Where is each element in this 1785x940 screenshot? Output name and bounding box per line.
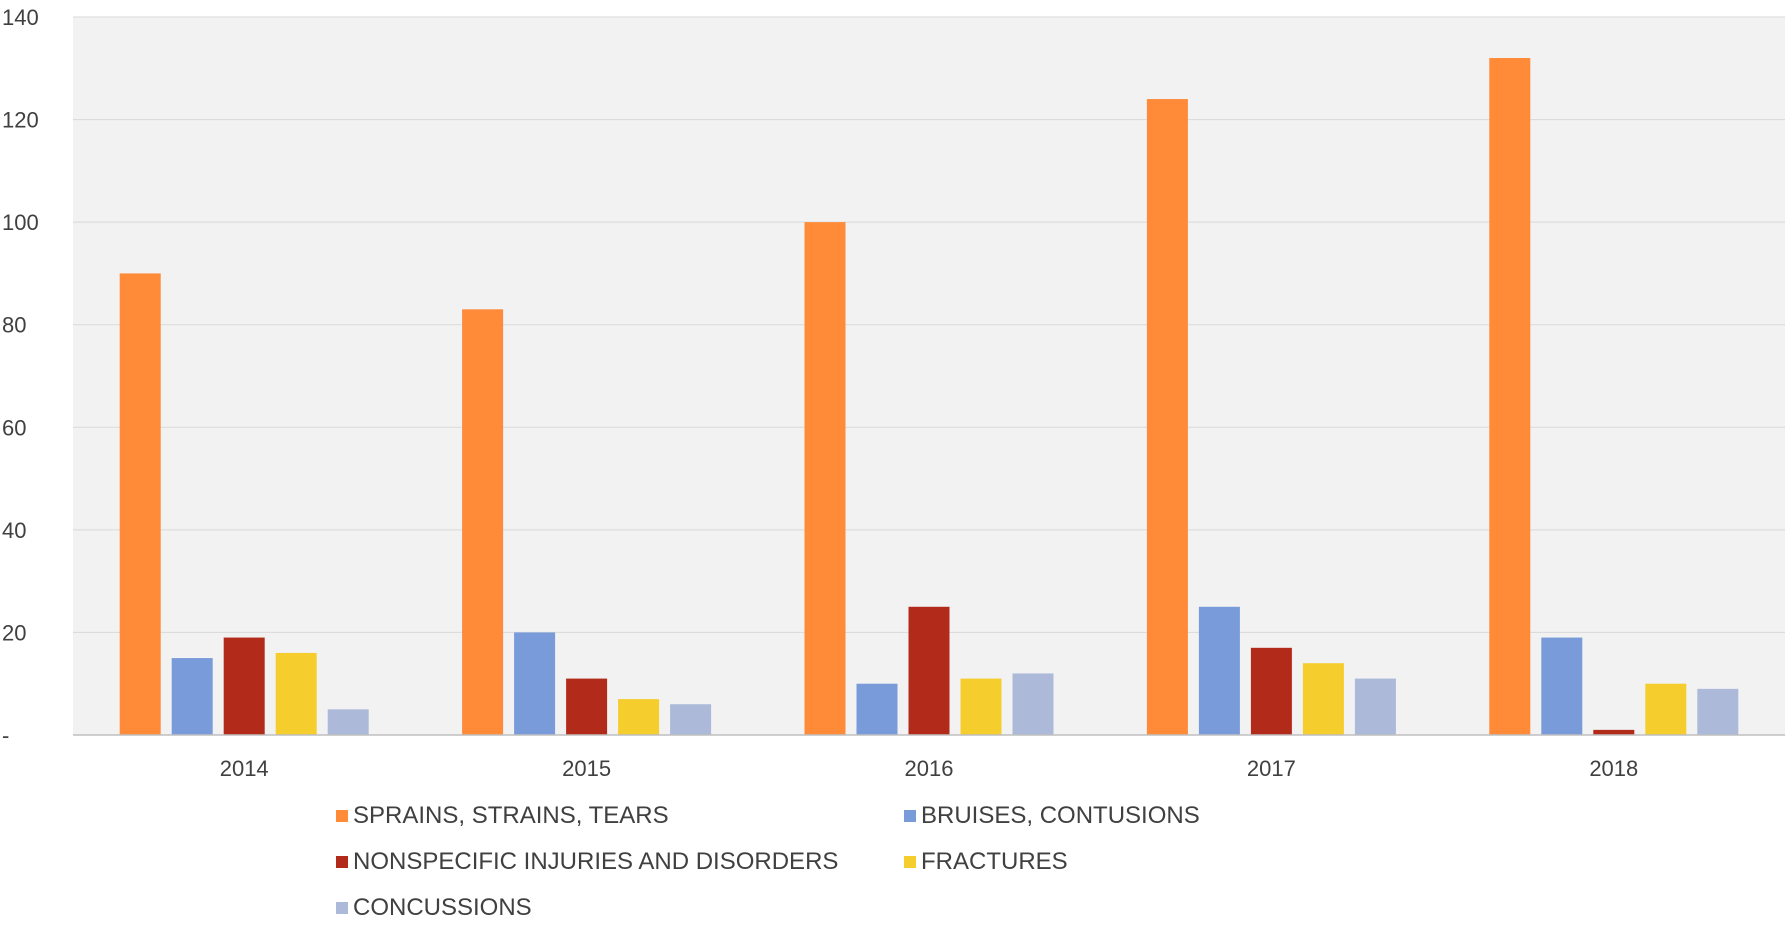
legend-row: SPRAINS, STRAINS, TEARS BRUISES, CONTUSIO… — [336, 802, 1236, 848]
bar-bruises-contusions-2018 — [1541, 637, 1583, 735]
y-tick-label: 80 — [2, 313, 26, 338]
legend-item: SPRAINS, STRAINS, TEARS — [336, 802, 669, 830]
x-tick-label: 2018 — [1589, 756, 1638, 781]
legend-label: BRUISES, CONTUSIONS — [921, 802, 1200, 829]
bar-bruises-contusions-2014 — [171, 658, 213, 735]
legend-label: FRACTURES — [921, 848, 1068, 875]
y-tick-label: - — [2, 723, 9, 748]
bar-bruises-contusions-2015 — [514, 632, 556, 735]
legend-label: NONSPECIFIC INJURIES AND DISORDERS — [353, 848, 839, 875]
bars — [119, 58, 1739, 736]
bar-nonspecific-injuries-and-disorders-2016 — [908, 606, 950, 735]
bar-fractures-2014 — [275, 652, 317, 735]
legend-item: FRACTURES — [904, 848, 1068, 876]
bar-fractures-2018 — [1645, 683, 1687, 735]
bar-sprains-strains-tears-2017 — [1146, 99, 1188, 736]
legend-swatch — [904, 810, 916, 822]
bar-concussions-2017 — [1354, 678, 1396, 735]
bar-sprains-strains-tears-2016 — [804, 222, 846, 736]
legend-row: NONSPECIFIC INJURIES AND DISORDERS FRACTU… — [336, 848, 1236, 894]
bar-sprains-strains-tears-2014 — [119, 273, 161, 735]
bar-bruises-contusions-2016 — [856, 683, 898, 735]
bar-nonspecific-injuries-and-disorders-2014 — [223, 637, 265, 735]
bar-fractures-2017 — [1302, 663, 1344, 735]
bar-nonspecific-injuries-and-disorders-2017 — [1250, 647, 1292, 735]
y-tick-label: 60 — [2, 415, 26, 440]
x-tick-label: 2015 — [562, 756, 611, 781]
x-axis-tick-labels: 2014 2015 2016 2017 2018 — [220, 756, 1639, 781]
legend-item: NONSPECIFIC INJURIES AND DISORDERS — [336, 848, 838, 876]
bar-concussions-2018 — [1697, 688, 1739, 735]
legend-swatch — [336, 902, 348, 914]
legend-item: CONCUSSIONS — [336, 894, 532, 922]
bar-nonspecific-injuries-and-disorders-2015 — [566, 678, 608, 735]
legend-swatch — [336, 810, 348, 822]
bar-sprains-strains-tears-2018 — [1489, 58, 1531, 736]
bar-sprains-strains-tears-2015 — [462, 309, 504, 735]
bar-fractures-2016 — [960, 678, 1002, 735]
y-tick-label: 140 — [2, 5, 39, 30]
bar-concussions-2014 — [327, 709, 369, 735]
bar-concussions-2015 — [670, 704, 712, 735]
y-tick-label: 120 — [2, 108, 39, 133]
legend-swatch — [904, 856, 916, 868]
bar-nonspecific-injuries-and-disorders-2018 — [1593, 729, 1635, 735]
legend-swatch — [336, 856, 348, 868]
y-tick-label: 40 — [2, 518, 26, 543]
bar-concussions-2016 — [1012, 673, 1054, 735]
legend-label: SPRAINS, STRAINS, TEARS — [353, 802, 669, 829]
bar-fractures-2015 — [618, 699, 660, 735]
legend: SPRAINS, STRAINS, TEARS BRUISES, CONTUSIO… — [336, 802, 1236, 940]
y-tick-label: 20 — [2, 620, 26, 645]
legend-item: BRUISES, CONTUSIONS — [904, 802, 1200, 830]
y-tick-label: 100 — [2, 210, 39, 235]
x-tick-label: 2017 — [1247, 756, 1296, 781]
bar-bruises-contusions-2017 — [1198, 606, 1240, 735]
x-tick-label: 2014 — [220, 756, 269, 781]
legend-label: CONCUSSIONS — [353, 894, 532, 921]
y-axis-tick-labels: - 20 40 60 80 100 120 140 — [2, 5, 39, 748]
legend-row: CONCUSSIONS — [336, 894, 1236, 940]
x-tick-label: 2016 — [905, 756, 954, 781]
